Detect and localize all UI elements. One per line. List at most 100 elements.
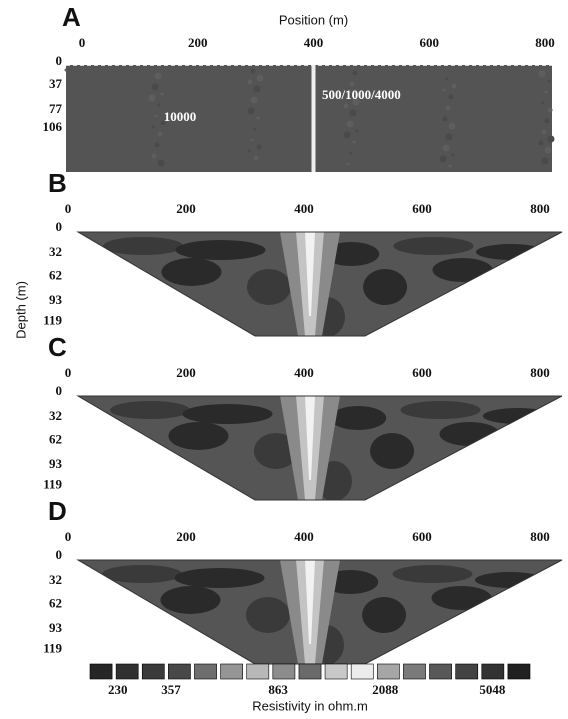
colorbar-swatch (89, 663, 113, 680)
texture (151, 83, 159, 91)
x-tick-label: 800 (530, 529, 550, 544)
panel-letter: A (62, 2, 81, 32)
x-tick-label: 400 (294, 529, 314, 544)
texture (247, 79, 253, 85)
y-tick-label: 32 (49, 244, 62, 259)
conductive-zone (161, 258, 222, 286)
y-tick-label: 32 (49, 572, 62, 587)
texture (544, 90, 548, 94)
x-tick-label: 600 (412, 201, 432, 216)
conductive-zone (392, 565, 473, 583)
colorbar-swatch (376, 663, 400, 680)
texture (256, 116, 260, 120)
texture (547, 107, 553, 113)
boundary (311, 65, 316, 172)
x-tick-label: 600 (412, 529, 432, 544)
conductive-zone (246, 269, 291, 305)
y-tick-label: 106 (43, 119, 63, 134)
colorbar-swatch (272, 663, 296, 680)
texture (157, 103, 161, 107)
colorbar-swatch (246, 663, 270, 680)
conductive-zone (363, 269, 408, 305)
resistive-core (305, 232, 315, 316)
section-outline (76, 231, 563, 337)
texture (349, 109, 357, 117)
x-tick-label: 600 (420, 35, 440, 50)
panel-letter: B (48, 168, 67, 198)
annotation: 10000 (164, 109, 197, 124)
colorbar-tick-label: 5048 (479, 682, 506, 697)
colorbar-swatch (194, 663, 217, 680)
y-tick-label: 62 (49, 268, 62, 283)
colorbar-swatch (481, 663, 505, 680)
y-tick-label: 62 (49, 596, 62, 611)
texture (445, 105, 451, 111)
conductive-zone (370, 433, 415, 469)
conductive-zone (102, 565, 183, 583)
texture (451, 153, 455, 157)
x-tick-label: 0 (79, 35, 86, 50)
texture (253, 127, 257, 131)
x-tick-label: 0 (65, 201, 72, 216)
conductive-zone (245, 597, 290, 633)
model-block (66, 65, 552, 172)
panel-section (78, 396, 562, 500)
section-outline (76, 395, 563, 501)
x-tick-label: 200 (176, 365, 196, 380)
x-tick-label: 400 (294, 201, 314, 216)
x-tick-label: 800 (535, 35, 555, 50)
x-tick-label: 200 (188, 35, 208, 50)
colorbar-swatch (141, 663, 165, 680)
colorbar-swatch (455, 663, 479, 680)
texture (355, 129, 359, 133)
texture (346, 92, 352, 98)
conductive-zone (168, 422, 229, 450)
texture (154, 142, 160, 148)
texture (349, 151, 353, 155)
texture (346, 120, 354, 128)
conductive-zone (253, 433, 298, 469)
texture (538, 70, 546, 78)
y-tick-label: 62 (49, 432, 62, 447)
texture (541, 129, 547, 135)
texture (160, 92, 164, 96)
conductive-zone (400, 401, 481, 419)
colorbar-swatch (324, 663, 348, 680)
texture (445, 133, 453, 141)
texture (64, 68, 68, 72)
colorbar-swatch (429, 663, 452, 680)
colorbar-swatch (168, 663, 191, 680)
texture (247, 149, 251, 153)
x-tick-label: 600 (412, 365, 432, 380)
x-axis-title: Position (m) (279, 12, 348, 27)
y-tick-label: 0 (56, 383, 63, 398)
texture (250, 96, 258, 104)
conductive-zone (103, 237, 184, 255)
texture (448, 164, 452, 168)
texture (154, 72, 162, 80)
texture (346, 162, 350, 166)
y-tick-label: 77 (49, 101, 63, 116)
texture (547, 135, 555, 143)
x-tick-label: 400 (304, 35, 324, 50)
colorbar-swatch (403, 663, 426, 680)
texture (247, 107, 255, 115)
texture (544, 146, 552, 154)
texture (538, 140, 544, 146)
x-tick-label: 200 (176, 529, 196, 544)
conductive-zone (174, 568, 265, 588)
texture (250, 68, 256, 74)
x-tick-label: 400 (294, 365, 314, 380)
panel-letter: D (48, 496, 67, 526)
colorbar-tick-label: 2088 (372, 682, 399, 697)
texture (151, 125, 155, 129)
texture (442, 144, 450, 152)
texture (448, 122, 456, 130)
y-tick-label: 0 (56, 219, 63, 234)
conductive-zone (110, 401, 191, 419)
texture (541, 157, 549, 165)
texture (352, 70, 358, 76)
x-tick-label: 200 (176, 201, 196, 216)
colorbar-title: Resistivity in ohm.m (252, 698, 368, 713)
